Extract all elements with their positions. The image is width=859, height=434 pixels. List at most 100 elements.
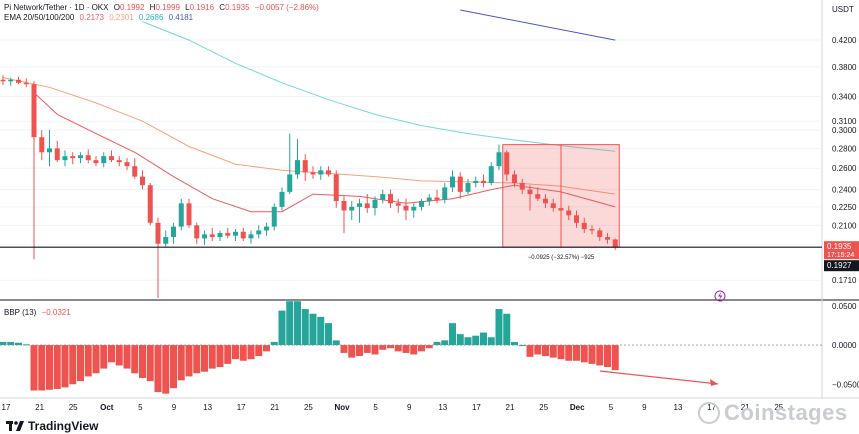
alert-lightning-icon xyxy=(714,290,726,302)
bbp-bar xyxy=(495,309,503,346)
candle-body xyxy=(512,174,517,184)
candle-body xyxy=(171,226,176,238)
bbp-bar xyxy=(301,309,309,346)
x-tick-label: 21 xyxy=(35,403,44,412)
candle-body xyxy=(434,197,440,200)
x-tick-label: 17 xyxy=(2,403,11,412)
legend-symbol-row: Pi Network/Tether · 1D · OKX O0.1992 H0.… xyxy=(4,3,322,13)
bbp-bar xyxy=(131,345,139,374)
bbp-bar xyxy=(332,340,340,346)
candle-body xyxy=(0,79,6,82)
candle-body xyxy=(302,160,308,173)
x-tick-label: 5 xyxy=(609,403,614,412)
bbp-bar xyxy=(193,345,201,374)
bbp-bar xyxy=(325,323,332,346)
bbp-bar xyxy=(348,345,356,358)
ohlc-low-value: 0.1916 xyxy=(189,3,215,12)
candle-body xyxy=(357,203,362,207)
candle-body xyxy=(209,234,215,238)
price-tick-label: 0.3800 xyxy=(832,63,857,72)
price-tick-label: 0.2800 xyxy=(832,144,857,153)
ohlc-high-key: H xyxy=(149,3,156,12)
ohlc-close-value: 0.1935 xyxy=(225,3,250,12)
candle-body xyxy=(550,203,556,209)
legend-ema-row: EMA 20/50/100/200 0.2173 0.2301 0.2686 0… xyxy=(4,13,196,23)
candle-body xyxy=(496,152,502,167)
candle-body xyxy=(186,203,192,226)
symbol-label: Pi Network/Tether · 1D · OKX xyxy=(4,3,109,12)
bbp-bar xyxy=(425,345,433,349)
x-tick-label: 9 xyxy=(407,403,412,412)
candle-body xyxy=(124,162,130,167)
candle-body xyxy=(85,155,91,161)
candle-body xyxy=(16,79,21,83)
bbp-bar xyxy=(549,345,557,358)
candle-body xyxy=(411,206,417,211)
candle-body xyxy=(295,160,300,175)
x-tick-label: Nov xyxy=(334,403,350,412)
bbp-histogram xyxy=(0,301,822,394)
ema20-value: 0.2173 xyxy=(79,13,104,22)
candle-body xyxy=(225,233,231,236)
bbp-bar xyxy=(146,345,154,382)
candle-body xyxy=(310,172,316,175)
bbp-bar xyxy=(38,345,46,391)
bbp-bar xyxy=(573,345,580,361)
x-tick-label: 21 xyxy=(270,403,279,412)
candle-body xyxy=(519,183,525,190)
bbp-bar xyxy=(518,345,526,347)
bbp-bar xyxy=(216,345,224,368)
candle-body xyxy=(380,194,386,200)
ohlc-close-key: C xyxy=(219,3,226,12)
candle-body xyxy=(488,166,494,184)
candle-body xyxy=(23,82,29,85)
ema200-line xyxy=(460,9,616,41)
candle-body xyxy=(605,237,610,240)
bbp-bar xyxy=(402,345,410,353)
candle-body xyxy=(481,180,486,184)
x-tick-label: 21 xyxy=(741,403,750,412)
candle-body xyxy=(589,229,595,231)
bbp-bar xyxy=(7,341,15,346)
bbp-bar xyxy=(433,341,441,346)
bbp-bar xyxy=(177,345,185,381)
x-tick-label: 9 xyxy=(172,403,177,412)
bbp-bar xyxy=(542,345,549,357)
candles xyxy=(0,75,618,298)
x-tick-label: Dec xyxy=(570,403,585,412)
candle-body xyxy=(450,176,455,188)
bbp-bar xyxy=(464,337,472,346)
bbp-bar xyxy=(154,345,162,393)
y-unit-label: USDT xyxy=(832,5,854,14)
bbp-bar xyxy=(565,345,573,361)
candle-body xyxy=(419,201,424,207)
bbp-bar xyxy=(278,310,286,346)
candle-body xyxy=(372,199,378,209)
bbp-bar xyxy=(294,301,301,346)
bbp-bar xyxy=(108,345,115,363)
candle-body xyxy=(147,185,153,223)
bbp-bar xyxy=(224,345,232,364)
bbp-tick-label: −0.0500 xyxy=(832,380,859,389)
alert-lightning-glyph xyxy=(718,292,723,300)
candle-body xyxy=(426,197,432,202)
measure-tool[interactable]: −0.0925 (−32.57%) −925 xyxy=(502,144,620,262)
price-tick-label: 0.4200 xyxy=(832,36,857,45)
bbp-bar xyxy=(201,345,208,372)
bbp-bar xyxy=(356,345,363,357)
candle-body xyxy=(543,198,548,204)
bbp-bar xyxy=(208,345,216,369)
bbp-bar xyxy=(46,345,53,390)
candle-body xyxy=(116,160,122,163)
bbp-bar xyxy=(22,344,30,346)
bbp-bar xyxy=(239,345,247,361)
ema200-value: 0.4181 xyxy=(168,13,194,22)
bbp-bar xyxy=(449,323,456,346)
candle-body xyxy=(109,156,114,161)
coinstages-watermark: Coinstages xyxy=(698,400,848,426)
last-price-value: 0.1935 xyxy=(827,242,852,251)
x-tick-label: 13 xyxy=(203,403,212,412)
candle-body xyxy=(140,176,145,186)
